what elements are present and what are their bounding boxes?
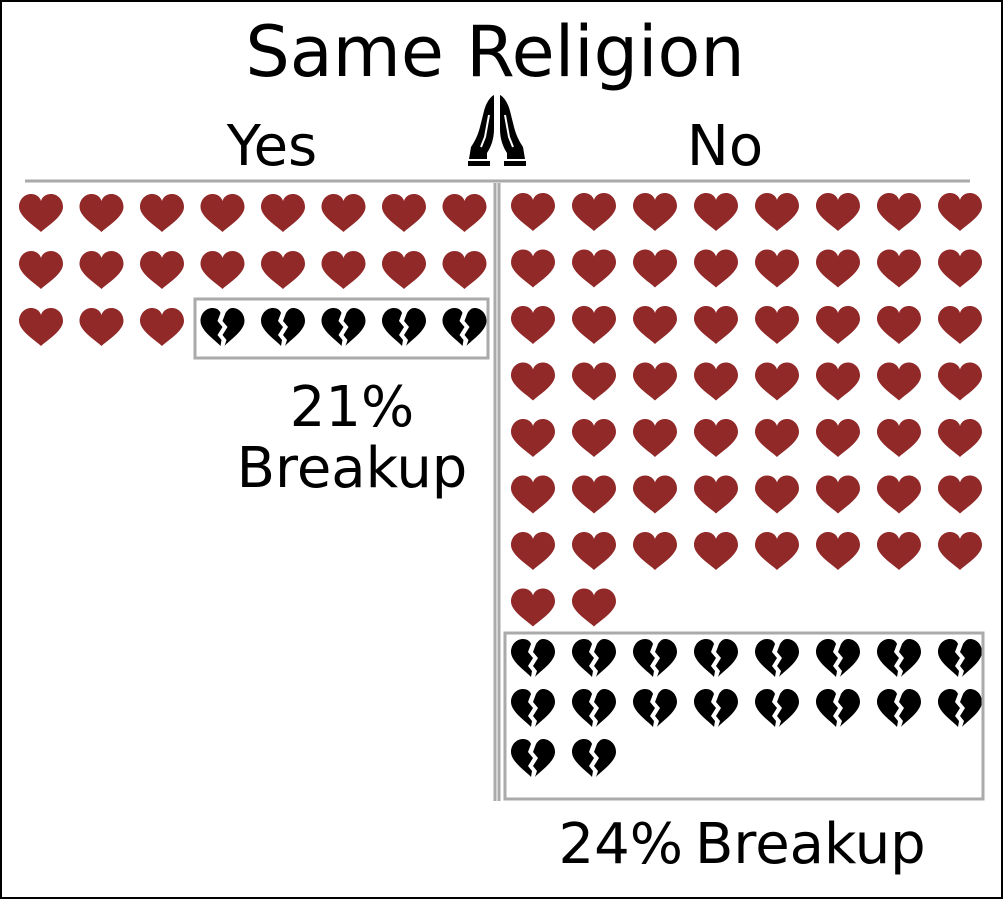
no-breakup-label: Breakup (695, 812, 926, 877)
no-breakup-percent: 24% (559, 812, 683, 877)
chart-title: Same Religion (245, 11, 744, 93)
no-breakup-frame (503, 631, 985, 801)
yes-breakup-frame (193, 297, 490, 360)
yes-breakup-label: Breakup (237, 436, 468, 501)
yes-breakup-percent: 21% (290, 375, 414, 440)
praying-hands-icon (468, 95, 526, 166)
column-header-no: No (687, 114, 763, 179)
column-header-yes: Yes (226, 114, 317, 179)
